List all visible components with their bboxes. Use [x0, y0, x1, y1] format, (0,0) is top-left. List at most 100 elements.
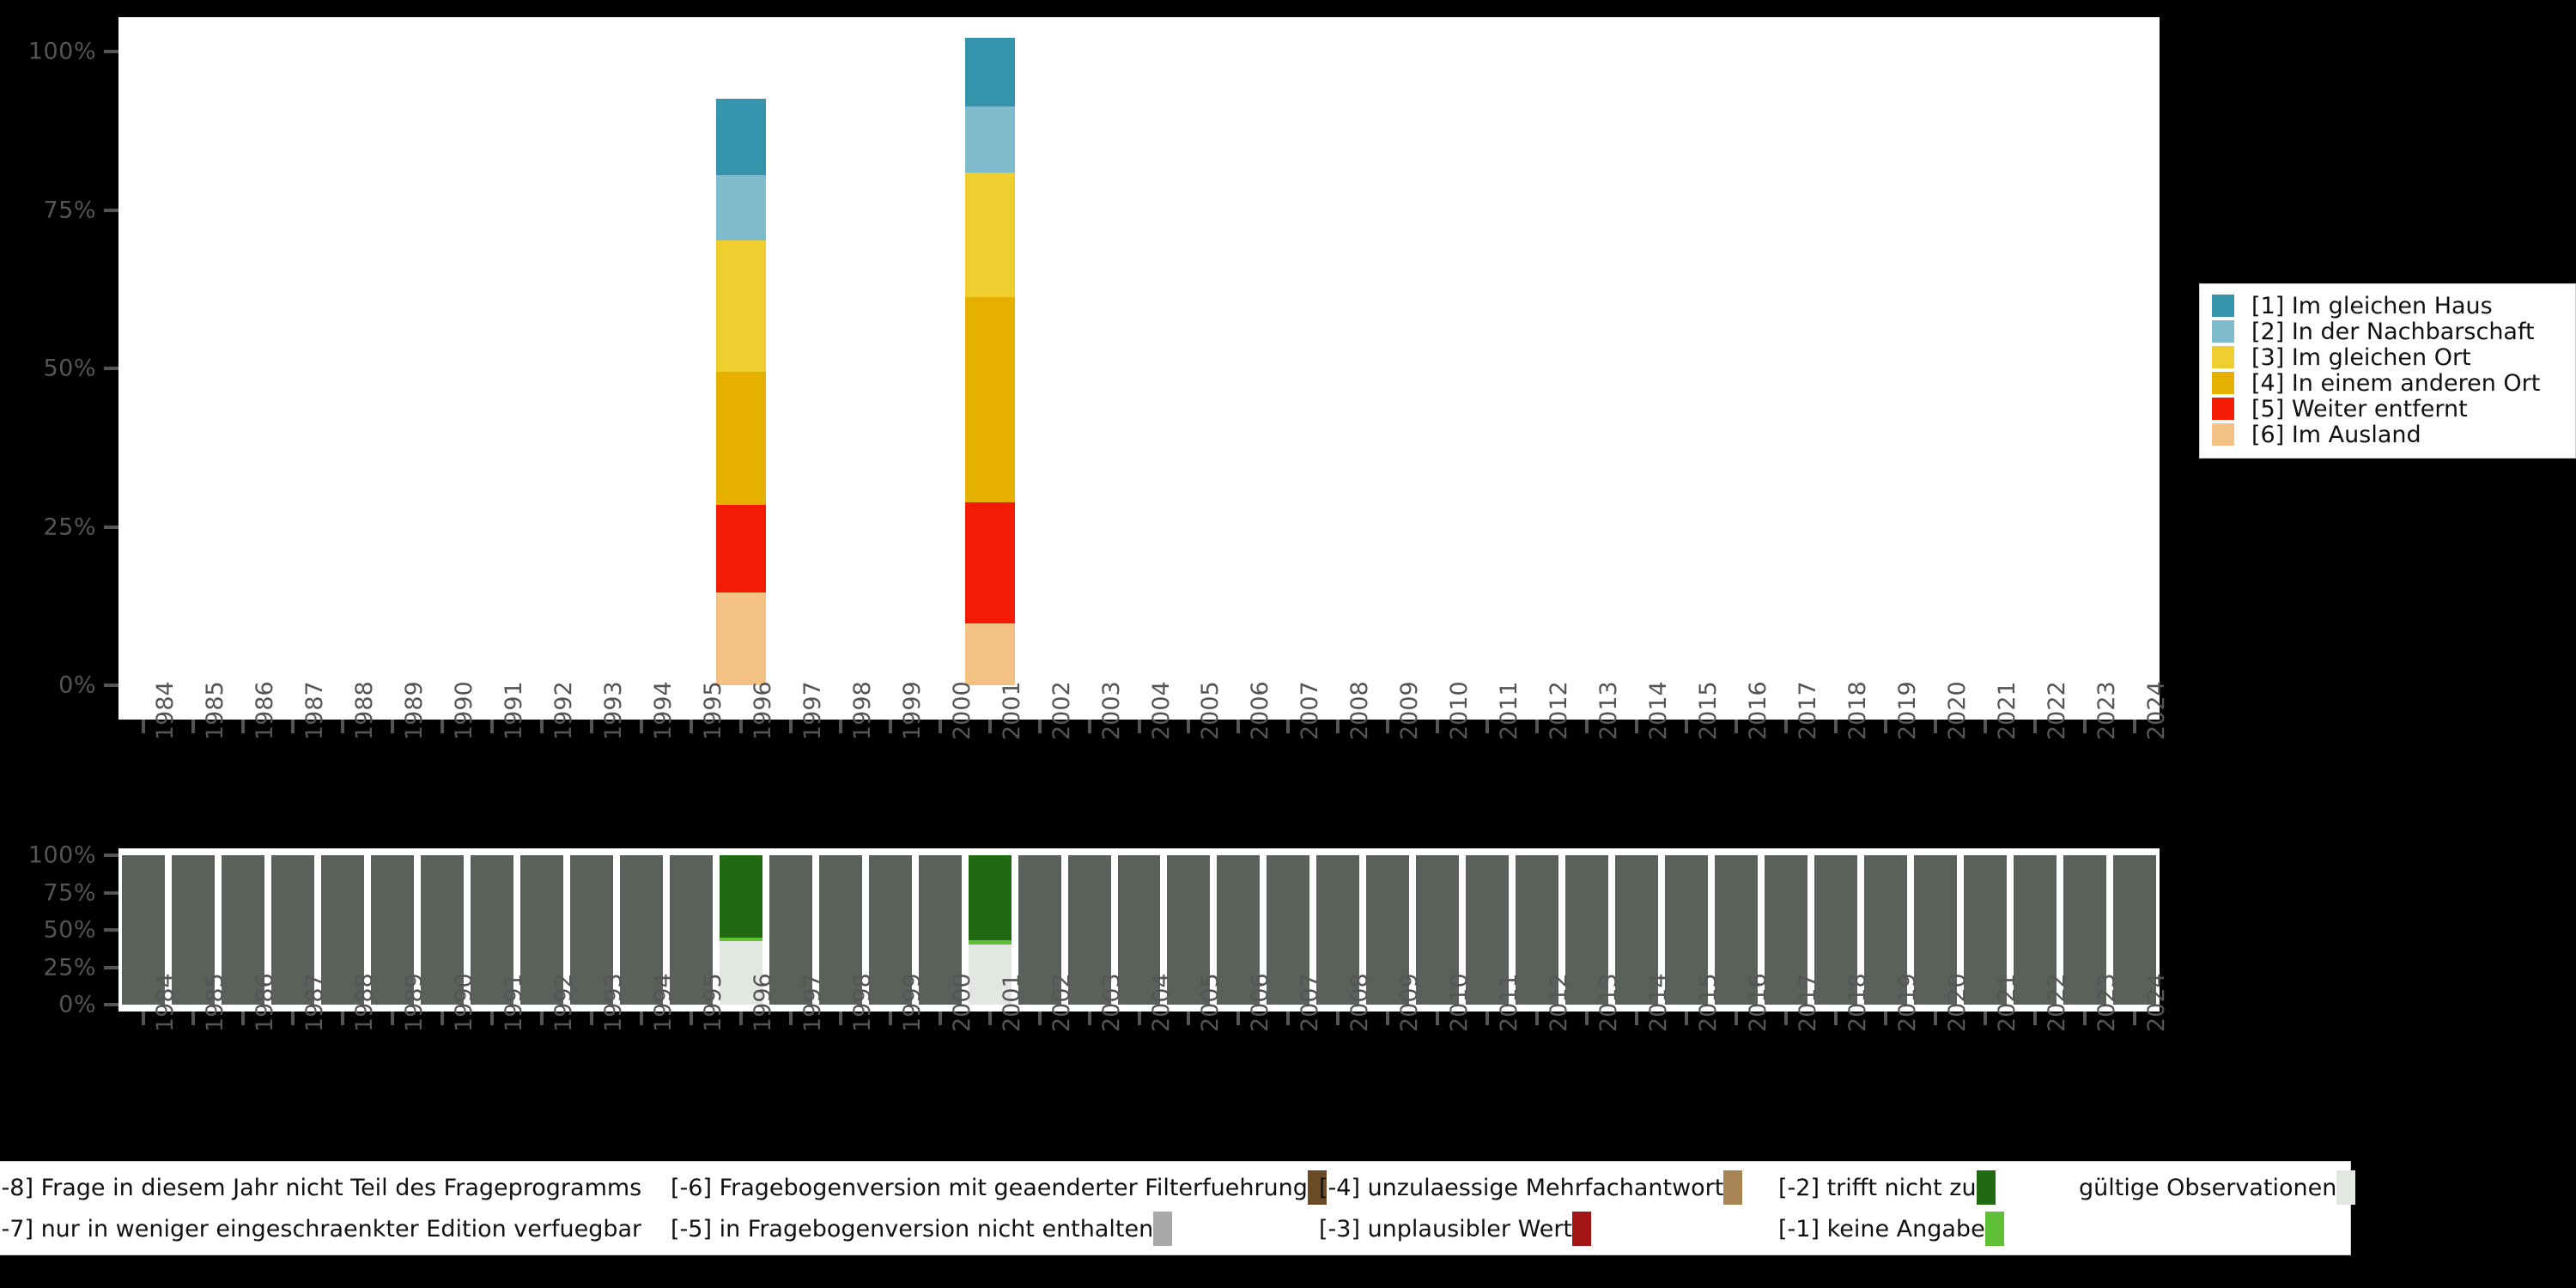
- missing-bar-1990[interactable]: [420, 855, 464, 1005]
- legend-item[interactable]: [2] In der Nachbarschaft: [2212, 319, 2570, 345]
- missing-bar-2018[interactable]: [1814, 855, 1858, 1005]
- missing-legend-swatch-icon: [1723, 1170, 1743, 1205]
- missing-bar-1998[interactable]: [818, 855, 862, 1005]
- missing-bar-2016[interactable]: [1715, 855, 1759, 1005]
- legend-item[interactable]: [5] Weiter entfernt: [2212, 396, 2570, 422]
- sub-y-tick-mark: [104, 854, 118, 857]
- stacked-bar-2001[interactable]: [964, 37, 1015, 685]
- sub-x-tick-mark: [1037, 1012, 1042, 1025]
- missing-bar-2021[interactable]: [1964, 855, 2008, 1005]
- missing-legend-item[interactable]: [-6] Fragebogenversion mit geaenderter F…: [659, 1170, 1327, 1205]
- missing-bar-2006[interactable]: [1217, 855, 1261, 1005]
- sub-x-tick-label: 1990: [450, 973, 477, 1032]
- missing-bar-segment: [1316, 855, 1360, 1005]
- missing-bar-1985[interactable]: [171, 855, 215, 1005]
- sub-x-tick-label: 1988: [350, 973, 378, 1032]
- sub-y-tick-mark: [104, 965, 118, 969]
- missing-bar-1988[interactable]: [320, 855, 364, 1005]
- missing-bar-segment: [1018, 855, 1061, 1005]
- sub-x-tick-label: 2012: [1546, 973, 1573, 1032]
- missing-bar-2022[interactable]: [2014, 855, 2057, 1005]
- missing-legend-item[interactable]: [-1] keine Angabe: [1766, 1212, 2004, 1246]
- legend-item[interactable]: [3] Im gleichen Ort: [2212, 344, 2570, 371]
- missing-bar-2004[interactable]: [1117, 855, 1161, 1005]
- sub-y-tick-mark: [104, 928, 118, 932]
- missing-bar-2000[interactable]: [918, 855, 962, 1005]
- main-x-tick-mark: [987, 720, 992, 733]
- main-x-tick-mark: [1735, 720, 1739, 733]
- sub-bars-layer: [118, 848, 2160, 1012]
- missing-legend-label: gültige Observationen: [2079, 1174, 2337, 1201]
- missing-legend-item[interactable]: [-3] unplausibler Wert: [1307, 1212, 1592, 1246]
- sub-x-tick-mark: [141, 1012, 145, 1025]
- missing-bar-2012[interactable]: [1516, 855, 1559, 1005]
- main-x-tick-label: 1992: [550, 681, 577, 740]
- missing-legend-item[interactable]: [-2] trifft nicht zu: [1766, 1170, 1996, 1205]
- missing-bar-2024[interactable]: [2113, 855, 2156, 1005]
- missing-bar-1987[interactable]: [270, 855, 314, 1005]
- missing-bar-2001[interactable]: [968, 855, 1012, 1005]
- missing-legend-label: [-2] trifft nicht zu: [1778, 1174, 1977, 1201]
- missing-legend-item[interactable]: [-4] unzulaessige Mehrfachantwort: [1307, 1170, 1743, 1205]
- missing-legend-item[interactable]: [-5] in Fragebogenversion nicht enthalte…: [659, 1212, 1173, 1246]
- missing-bar-1984[interactable]: [122, 855, 165, 1005]
- main-x-tick-mark: [141, 720, 145, 733]
- sub-x-tick-mark: [390, 1012, 394, 1025]
- missing-legend-item[interactable]: [-8] Frage in diesem Jahr nicht Teil des…: [0, 1170, 661, 1205]
- missing-bar-1991[interactable]: [470, 855, 513, 1005]
- missing-bar-2002[interactable]: [1018, 855, 1061, 1005]
- missing-bar-1994[interactable]: [619, 855, 663, 1005]
- main-x-tick-label: 1996: [749, 681, 776, 740]
- sub-y-tick-mark: [104, 1003, 118, 1006]
- missing-bar-1997[interactable]: [769, 855, 812, 1005]
- missing-bar-2017[interactable]: [1765, 855, 1808, 1005]
- main-x-tick-mark: [1485, 720, 1490, 733]
- missing-bar-1996[interactable]: [719, 855, 762, 1005]
- missing-bar-1995[interactable]: [669, 855, 713, 1005]
- main-x-tick-mark: [838, 720, 842, 733]
- sub-x-tick-label: 2014: [1645, 973, 1673, 1032]
- sub-x-tick-label: 1996: [749, 973, 776, 1032]
- missing-bar-segment: [918, 855, 962, 1005]
- sub-x-tick-label: 2019: [1894, 973, 1922, 1032]
- missing-bar-1992[interactable]: [519, 855, 563, 1005]
- missing-bar-segment: [719, 941, 762, 1005]
- missing-bar-2010[interactable]: [1416, 855, 1460, 1005]
- missing-bar-2009[interactable]: [1366, 855, 1410, 1005]
- missing-bar-1989[interactable]: [370, 855, 414, 1005]
- legend-item[interactable]: [4] In einem anderen Ort: [2212, 370, 2570, 397]
- missing-legend-item[interactable]: [-7] nur in weniger eingeschraenkter Edi…: [0, 1212, 661, 1246]
- missing-bar-2007[interactable]: [1267, 855, 1310, 1005]
- missing-bar-2014[interactable]: [1615, 855, 1659, 1005]
- bar-segment: [715, 240, 766, 372]
- main-x-tick-mark: [1436, 720, 1440, 733]
- missing-bar-2003[interactable]: [1067, 855, 1111, 1005]
- sub-x-tick-label: 2005: [1197, 973, 1224, 1032]
- main-x-tick-label: 2015: [1695, 681, 1722, 740]
- missing-legend-label: [-4] unzulaessige Mehrfachantwort: [1319, 1174, 1724, 1201]
- missing-legend-item[interactable]: gültige Observationen: [2067, 1170, 2356, 1205]
- main-x-tick-mark: [1834, 720, 1838, 733]
- missing-bar-1999[interactable]: [868, 855, 912, 1005]
- legend-item[interactable]: [6] Im Ausland: [2212, 422, 2570, 448]
- missing-bar-2015[interactable]: [1665, 855, 1709, 1005]
- stacked-bar-1996[interactable]: [715, 99, 766, 685]
- sub-x-tick-label: 2009: [1396, 973, 1424, 1032]
- missing-bar-segment: [420, 855, 464, 1005]
- missing-bar-2023[interactable]: [2063, 855, 2107, 1005]
- missing-bar-1986[interactable]: [221, 855, 264, 1005]
- legend-item[interactable]: [1] Im gleichen Haus: [2212, 293, 2570, 319]
- missing-legend-swatch-icon: [1307, 1170, 1327, 1205]
- sub-x-tick-mark: [191, 1012, 195, 1025]
- missing-bar-2011[interactable]: [1466, 855, 1510, 1005]
- missing-bar-2013[interactable]: [1565, 855, 1609, 1005]
- bar-segment: [715, 592, 766, 685]
- main-x-tick-mark: [1635, 720, 1639, 733]
- missing-bar-2005[interactable]: [1167, 855, 1211, 1005]
- missing-bar-2019[interactable]: [1864, 855, 1908, 1005]
- missing-bar-segment: [669, 855, 713, 1005]
- missing-bar-1993[interactable]: [569, 855, 613, 1005]
- missing-bar-2020[interactable]: [1914, 855, 1958, 1005]
- missing-bar-2008[interactable]: [1316, 855, 1360, 1005]
- main-x-tick-mark: [390, 720, 394, 733]
